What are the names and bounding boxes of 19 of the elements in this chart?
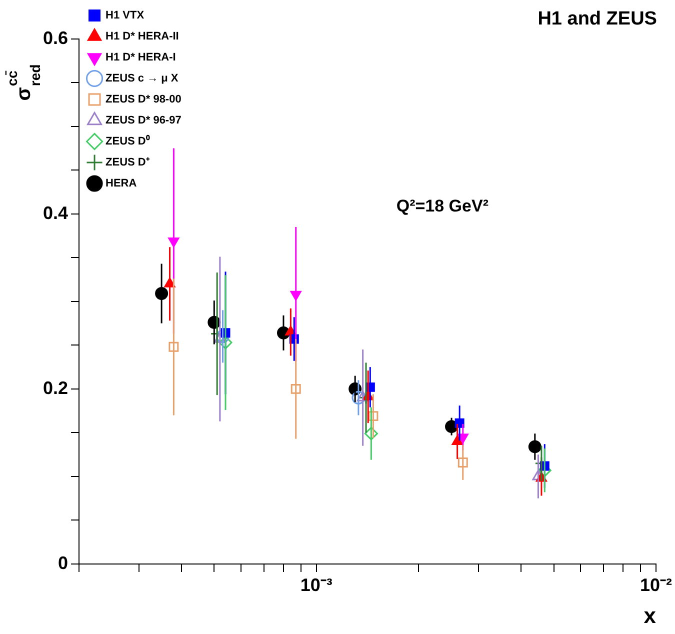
y-tick-label: 0.2	[42, 378, 68, 398]
legend-label: ZEUS D⁰	[106, 134, 150, 148]
legend-label: H1 D* HERA-II	[106, 30, 179, 43]
chart-title: H1 and ZEUS	[538, 8, 657, 30]
legend-label: ZEUS c → μ X	[106, 72, 179, 85]
x-tick-label: 10⁻²	[640, 574, 672, 595]
y-tick-label: 0.4	[42, 202, 68, 223]
legend-label: HERA	[106, 178, 137, 190]
legend-label: ZEUS D* 96-97	[106, 114, 182, 127]
y-tick-label: 0	[58, 552, 68, 573]
y-axis-title: σredcc̄	[4, 64, 43, 101]
legend-label: H1 D* HERA-I	[106, 52, 176, 64]
legend-label: ZEUS D⁺	[106, 156, 150, 169]
annotation: Q²=18 GeV²	[396, 196, 489, 216]
x-tick-label: 10⁻³	[300, 574, 332, 595]
legend-label: ZEUS D* 98-00	[106, 94, 182, 106]
x-axis-title: x	[644, 602, 657, 628]
legend-label: H1 VTX	[106, 10, 145, 22]
y-tick-label: 0.6	[42, 28, 68, 48]
